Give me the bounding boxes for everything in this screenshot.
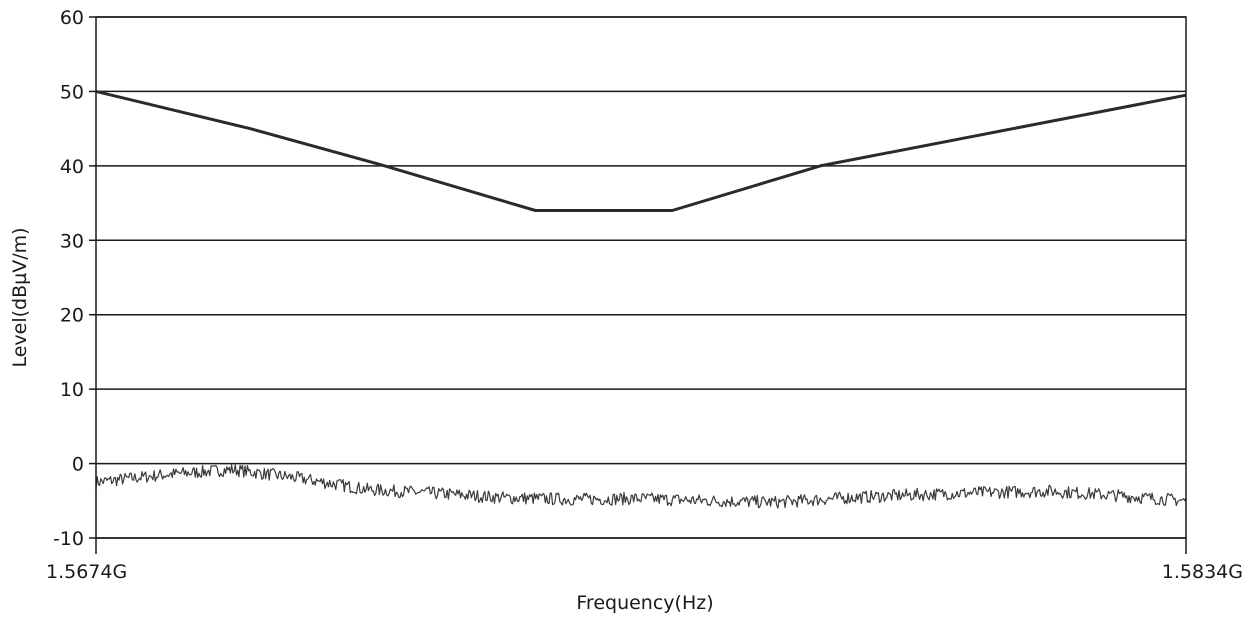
grid-lines xyxy=(96,16,1186,539)
y-tick-label: 50 xyxy=(60,81,84,103)
y-tick-label: 30 xyxy=(60,230,84,252)
limit-line-series xyxy=(95,89,1187,212)
y-axis-title: Level(dBµV/m) xyxy=(9,227,31,367)
y-tick-label: 20 xyxy=(60,305,84,327)
x-tick-label: 1.5674G xyxy=(46,561,127,583)
y-tick-label: 10 xyxy=(60,379,84,401)
x-axis: 1.5674G 1.5834G xyxy=(46,538,1243,583)
x-axis-title: Frequency(Hz) xyxy=(576,592,713,614)
plot-frame xyxy=(95,16,1187,539)
y-tick-label: 0 xyxy=(72,454,84,476)
y-axis: 60 50 40 30 20 10 0 -10 xyxy=(53,7,96,550)
y-tick-label: 40 xyxy=(60,156,84,178)
measurement-series xyxy=(95,464,1187,509)
series-group xyxy=(95,89,1187,509)
y-tick-label: 60 xyxy=(60,7,84,29)
x-tick-label: 1.5834G xyxy=(1162,561,1243,583)
y-tick-label: -10 xyxy=(53,528,84,550)
